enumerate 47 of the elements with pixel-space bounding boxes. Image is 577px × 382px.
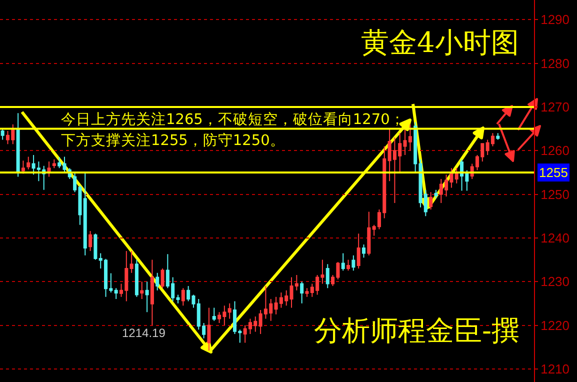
candlestick xyxy=(181,288,185,306)
candlestick xyxy=(114,288,118,300)
y-tick-label: 1220 xyxy=(540,318,570,333)
candlestick xyxy=(134,259,138,298)
candlestick xyxy=(150,259,154,326)
y-tick-label: 1230 xyxy=(540,274,570,290)
candlestick xyxy=(26,156,30,170)
candlestick xyxy=(145,281,149,313)
candlestick xyxy=(207,307,211,352)
annotation: 1214.19 xyxy=(122,326,166,340)
candlestick xyxy=(21,160,25,174)
text: 黄金4小时图 xyxy=(361,26,519,59)
annotation: 分析师程金臣-撰 xyxy=(314,314,520,347)
candlestick xyxy=(88,230,92,252)
candlestick xyxy=(52,158,56,169)
candlestick xyxy=(356,233,360,269)
candlestick xyxy=(212,307,216,322)
y-tick-label: 1260 xyxy=(540,143,570,158)
candlestick xyxy=(94,233,98,260)
candlestick xyxy=(367,211,371,256)
annotation: 下方支撑关注1255，防守1250。 xyxy=(61,132,285,149)
y-tick-label: 1250 xyxy=(540,186,570,202)
y-tick-label: 1290 xyxy=(540,12,570,28)
candlestick xyxy=(326,264,330,289)
candlestick xyxy=(341,252,345,272)
candlestick xyxy=(300,281,304,304)
candlestick xyxy=(83,172,87,256)
candlestick xyxy=(346,259,350,272)
candlestick xyxy=(454,168,458,184)
annotation: 今日上方先关注1265，不破短空，破位看向1270； xyxy=(61,111,405,128)
candlestick xyxy=(362,244,366,258)
y-tick-label: 1280 xyxy=(540,56,570,71)
candlestick xyxy=(16,112,20,178)
candlestick xyxy=(0,128,4,140)
y-tick-label: 1270 xyxy=(540,100,570,115)
candlestick xyxy=(140,281,144,300)
y-tick-label: 1240 xyxy=(540,230,570,246)
candlestick xyxy=(434,189,438,200)
candlestick xyxy=(130,250,134,274)
candlestick xyxy=(156,272,160,291)
candlestick xyxy=(496,132,500,140)
candlestick xyxy=(352,254,356,272)
candlestick xyxy=(228,302,232,320)
y-tick-label: 1210 xyxy=(540,361,570,376)
candlestick xyxy=(429,192,433,210)
ref-line-label: 1255 xyxy=(539,165,568,180)
candlestick xyxy=(160,268,164,289)
